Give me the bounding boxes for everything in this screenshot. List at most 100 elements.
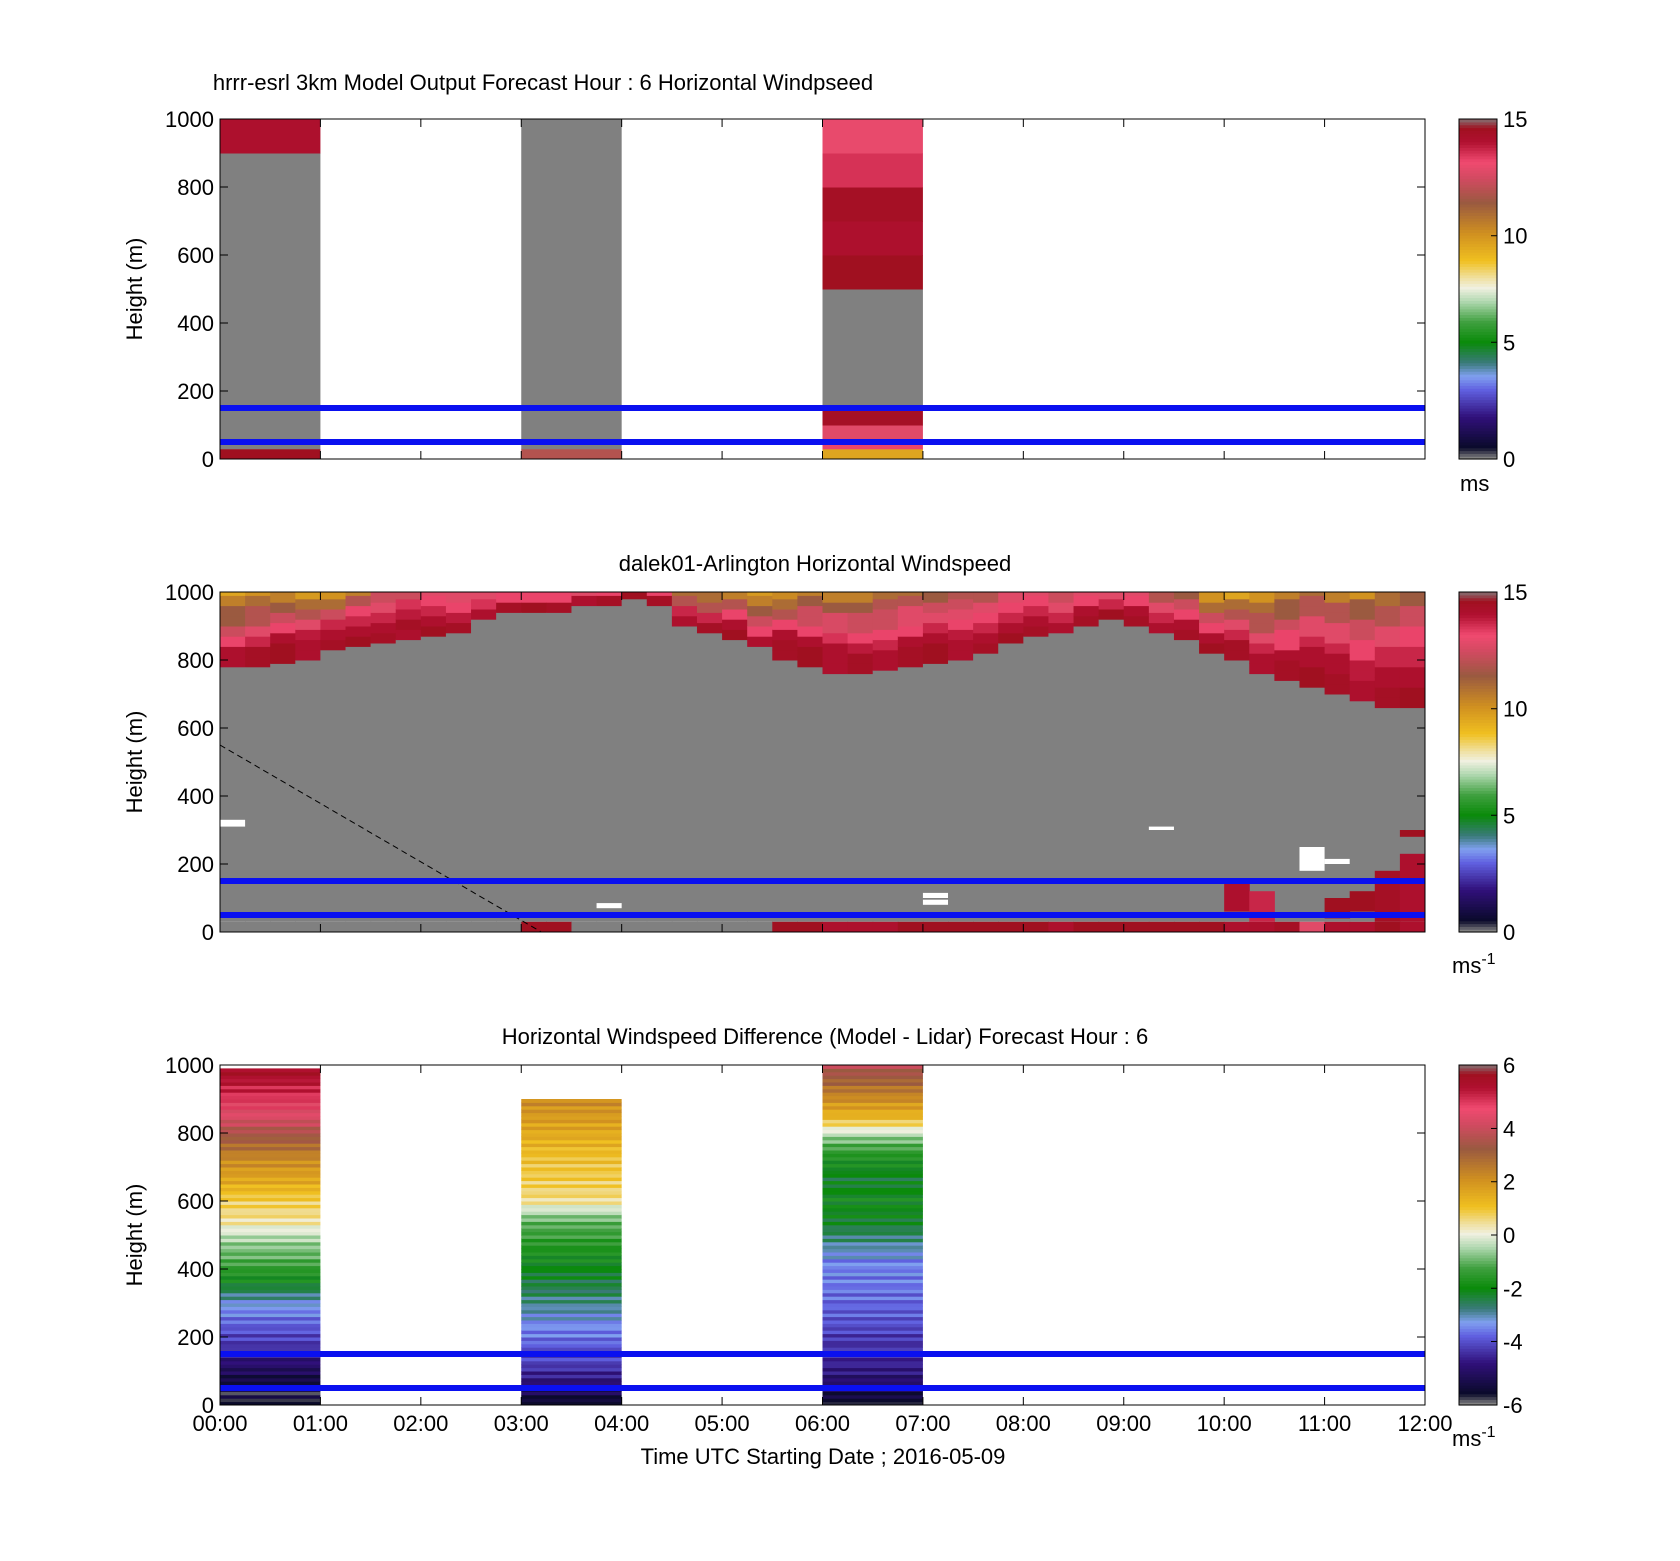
colorbar-swatch — [1459, 1084, 1497, 1089]
colorbar-swatch — [1459, 691, 1497, 695]
colorbar-swatch — [1459, 1283, 1497, 1287]
lidar-windspeed-cell — [847, 663, 874, 675]
difference-cell — [822, 1146, 923, 1151]
lidar-windspeed-cell — [1349, 592, 1376, 600]
colorbar-swatch — [1459, 1317, 1497, 1321]
lidar-windspeed-cell — [245, 636, 271, 647]
difference-cell — [822, 1337, 923, 1341]
lidar-surface-cell — [722, 921, 748, 932]
lidar-windspeed-cell — [1249, 592, 1275, 603]
lidar-windspeed-cell — [1399, 636, 1426, 647]
lidar-windspeed-cell — [1199, 622, 1225, 634]
lidar-no-signal-cell — [1098, 619, 1125, 922]
colorbar-swatch — [1459, 405, 1497, 409]
lidar-windspeed-cell — [1224, 592, 1250, 600]
colorbar-swatch — [1459, 192, 1497, 197]
lidar-windspeed-cell — [1199, 612, 1225, 624]
difference-cell — [822, 1156, 923, 1161]
lidar-windspeed-cell — [1048, 622, 1075, 634]
model-windspeed-cell — [822, 289, 923, 409]
lidar-windspeed-cell — [471, 609, 497, 620]
difference-cell — [521, 1133, 622, 1137]
lidar-windspeed-cell — [395, 598, 422, 610]
difference-cell — [822, 1248, 923, 1253]
colorbar-swatch — [1459, 1181, 1497, 1185]
colorbar-swatch — [1459, 830, 1497, 834]
difference-cell — [822, 1374, 923, 1379]
difference-cell — [521, 1269, 622, 1273]
lidar-windspeed-cell — [1374, 677, 1401, 688]
colorbar-tick-label: -4 — [1503, 1330, 1523, 1355]
colorbar-swatch — [1459, 688, 1497, 692]
colorbar-swatch — [1459, 178, 1497, 182]
colorbar-swatch — [1459, 1127, 1497, 1131]
lidar-windspeed-cell — [420, 605, 447, 617]
lidar-windspeed-cell — [245, 626, 271, 637]
lidar-windspeed-cell — [1249, 653, 1275, 664]
difference-cell — [521, 1146, 622, 1151]
colorbar-swatch — [1459, 1254, 1497, 1259]
colorbar-swatch — [1459, 1220, 1497, 1225]
lidar-windspeed-cell — [420, 592, 447, 596]
colorbar-swatch — [1459, 1118, 1497, 1123]
colorbar-swatch — [1459, 898, 1497, 902]
colorbar-swatch — [1459, 881, 1497, 885]
difference-cell — [220, 1258, 321, 1263]
difference-cell — [220, 1153, 321, 1158]
colorbar-tick-label: 4 — [1503, 1116, 1515, 1141]
lidar-windspeed-cell — [345, 636, 372, 647]
lidar-windspeed-cell — [1399, 677, 1426, 688]
colorbar-swatch — [1459, 297, 1497, 301]
difference-cell — [220, 1269, 321, 1273]
difference-cell — [521, 1391, 622, 1396]
colorbar-swatch — [1459, 260, 1497, 265]
colorbar-swatch — [1459, 374, 1497, 378]
colorbar-swatch — [1459, 1133, 1497, 1137]
difference-cell — [822, 1085, 923, 1090]
lidar-windspeed-cell — [1374, 646, 1401, 658]
difference-cell — [220, 1099, 321, 1103]
lidar-windspeed-cell — [596, 592, 623, 596]
lidar-windspeed-cell — [1073, 592, 1100, 596]
lidar-windspeed-cell — [270, 592, 296, 603]
difference-cell — [220, 1173, 321, 1178]
lidar-windspeed-cell — [747, 626, 773, 637]
lidar-windspeed-cell — [847, 653, 874, 664]
lidar-windspeed-cell — [847, 622, 874, 634]
difference-cell — [822, 1394, 923, 1399]
y-tick-label: 400 — [177, 784, 214, 809]
lidar-windspeed-cell — [245, 615, 271, 627]
panel-3-yticks: 0 200 400 600 800 1000 — [165, 1053, 1425, 1418]
lidar-windspeed-cell — [1199, 602, 1225, 613]
lidar-windspeed-cell — [1098, 592, 1125, 600]
lidar-surface-cell — [546, 921, 572, 932]
colorbar-swatch — [1459, 1365, 1497, 1369]
lidar-windspeed-cell — [1349, 639, 1376, 651]
lidar-windspeed-cell — [1224, 629, 1250, 641]
difference-cell — [521, 1299, 622, 1304]
colorbar-swatch — [1459, 439, 1497, 443]
lidar-windspeed-cell — [1123, 615, 1150, 627]
lidar-windspeed-cell — [998, 602, 1024, 613]
difference-cell — [822, 1163, 923, 1168]
difference-cell — [822, 1177, 923, 1182]
lidar-windspeed-cell — [370, 592, 397, 603]
difference-cell — [521, 1211, 622, 1216]
difference-cell — [220, 1109, 321, 1114]
lidar-windspeed-cell — [1274, 592, 1300, 600]
colorbar-swatch — [1459, 742, 1497, 746]
lidar-no-signal-cell — [496, 612, 522, 922]
lidar-windspeed-cell — [797, 605, 823, 617]
lidar-windspeed-cell — [922, 643, 949, 654]
lidar-surface-cell — [220, 921, 246, 932]
difference-cell — [822, 1241, 923, 1246]
colorbar-swatch — [1459, 1337, 1497, 1341]
difference-cell — [822, 1343, 923, 1348]
colorbar-swatch — [1459, 1345, 1497, 1349]
lidar-windspeed-cell — [420, 615, 447, 627]
difference-cell — [521, 1173, 622, 1178]
difference-cell — [521, 1289, 622, 1294]
difference-cell — [220, 1275, 321, 1280]
colorbar-swatch — [1459, 1362, 1497, 1366]
colorbar-swatch — [1459, 1320, 1497, 1324]
